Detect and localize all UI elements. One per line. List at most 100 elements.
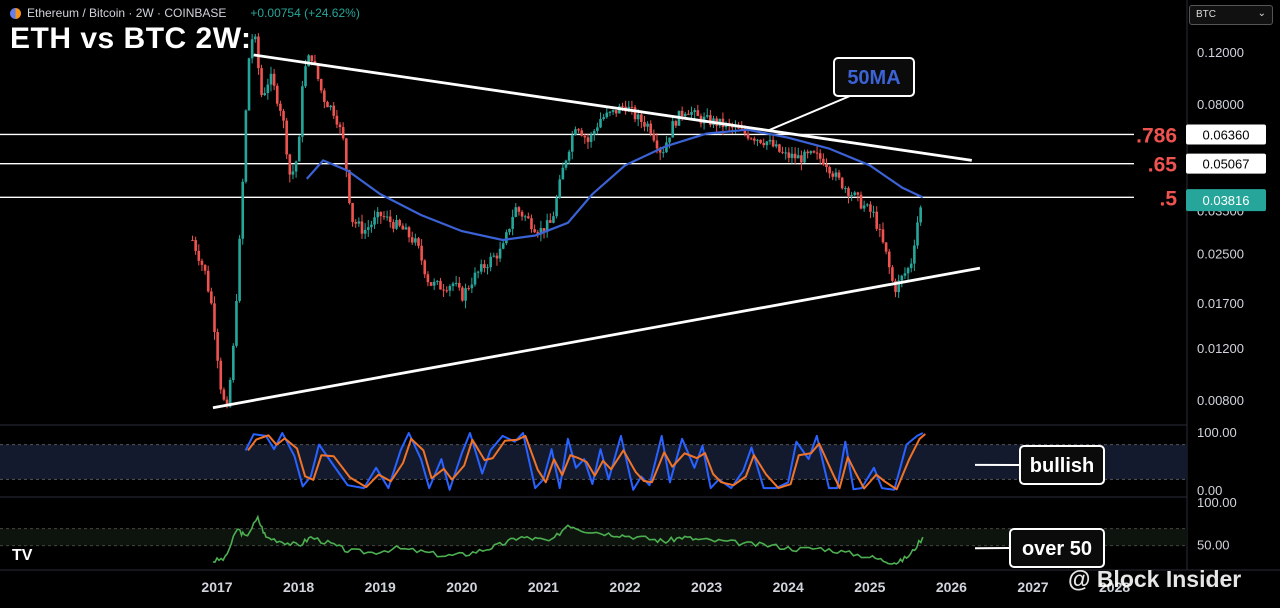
- candle-body: [640, 114, 643, 122]
- candle-body: [549, 220, 552, 223]
- candle-body: [570, 135, 574, 152]
- candle-body: [260, 68, 263, 96]
- tradingview-logo[interactable]: TV: [12, 547, 33, 564]
- candle-body: [665, 142, 668, 153]
- candle-body: [232, 345, 235, 380]
- candle-body: [872, 211, 875, 213]
- x-tick-label: 2026: [936, 579, 967, 595]
- candle-body: [432, 281, 436, 286]
- candle-body: [445, 290, 449, 292]
- rsi-band: [0, 528, 1187, 546]
- candle-body: [272, 73, 276, 86]
- candle-body: [464, 288, 467, 301]
- candle-body: [542, 228, 546, 232]
- candle-body: [238, 238, 241, 301]
- candle-body: [674, 121, 678, 126]
- candle-body: [206, 270, 210, 292]
- candle-body: [583, 135, 587, 138]
- candle-body: [539, 228, 543, 235]
- candle-body: [906, 268, 910, 274]
- rsi-tick-label: 100.00: [1197, 495, 1237, 510]
- watermark: @ Block Insider: [1068, 566, 1242, 592]
- candle-body: [385, 216, 389, 218]
- candle-body: [753, 138, 756, 141]
- candle-body: [784, 152, 787, 154]
- candle-body: [263, 92, 267, 96]
- candle-body: [869, 204, 872, 212]
- candle-body: [483, 264, 486, 268]
- candle-body: [853, 192, 857, 195]
- candle-body: [643, 121, 646, 127]
- ma-callout-text: 50MA: [847, 67, 900, 89]
- currency-select[interactable]: BTC ⌄: [1189, 5, 1273, 25]
- candle-body: [288, 154, 292, 175]
- candle-body: [680, 110, 684, 117]
- chevron-down-icon: ⌄: [1257, 8, 1266, 19]
- candle-body: [476, 271, 480, 273]
- candle-body: [523, 216, 527, 218]
- x-tick-label: 2018: [283, 579, 314, 595]
- candle-body: [326, 101, 329, 108]
- candle-body: [796, 155, 800, 159]
- candle-body: [891, 267, 894, 281]
- ma-callout-box: [833, 57, 915, 97]
- candle-body: [291, 171, 295, 175]
- candle-body: [461, 287, 464, 301]
- candle-body: [436, 280, 439, 282]
- y-tick-label: 0.02500: [1197, 247, 1244, 262]
- candle-body: [552, 216, 555, 223]
- candle-body: [275, 85, 279, 104]
- candle-body: [194, 240, 197, 251]
- bullish-callout-text: bullish: [1030, 455, 1094, 477]
- candle-body: [909, 263, 913, 269]
- candle-body: [197, 250, 201, 261]
- x-tick-label: 2021: [528, 579, 559, 595]
- candle-body: [737, 126, 740, 129]
- candle-body: [759, 139, 762, 143]
- candle-body: [856, 192, 860, 195]
- candle-body: [897, 280, 900, 293]
- candle-body: [323, 90, 326, 102]
- y-tick-label: 0.01700: [1197, 296, 1244, 311]
- candle-body: [646, 123, 649, 127]
- candle-body: [213, 303, 216, 333]
- symbol-bar: Ethereum / Bitcoin · 2W · COINBASE +0.00…: [10, 6, 360, 20]
- candle-body: [498, 248, 502, 259]
- candle-body: [511, 216, 514, 229]
- candle-body: [401, 225, 405, 230]
- symbol-label[interactable]: Ethereum / Bitcoin · 2W · COINBASE: [27, 6, 227, 20]
- candle-body: [793, 153, 797, 159]
- candle-body: [630, 106, 634, 108]
- bullish-callout-box: [1019, 445, 1105, 485]
- candle-body: [294, 161, 298, 172]
- candle-body: [806, 151, 809, 154]
- candle-body: [457, 283, 461, 288]
- y-tick-label: 0.12000: [1197, 45, 1244, 60]
- candle-body: [778, 144, 781, 152]
- candle-body: [633, 107, 637, 120]
- rsi-tick-label: 50.00: [1197, 538, 1230, 553]
- candle-body: [341, 127, 345, 139]
- candle-body: [379, 211, 383, 217]
- candle-body: [247, 58, 251, 111]
- candle-body: [241, 181, 245, 239]
- candle-body: [919, 207, 922, 223]
- candle-body: [847, 188, 850, 196]
- candle-body: [348, 170, 351, 204]
- candle-body: [577, 129, 580, 131]
- candle-body: [420, 245, 423, 261]
- candle-body: [668, 137, 671, 143]
- y-tick-label: 0.01200: [1197, 341, 1244, 356]
- candle-body: [304, 66, 307, 87]
- candle-body: [467, 288, 471, 290]
- candle-body: [479, 264, 483, 272]
- candle-body: [815, 152, 819, 154]
- candle-body: [887, 251, 891, 268]
- candle-body: [338, 124, 342, 128]
- candle-body: [837, 172, 841, 178]
- candle-body: [505, 232, 508, 244]
- candle-body: [345, 138, 348, 171]
- candle-body: [812, 151, 816, 153]
